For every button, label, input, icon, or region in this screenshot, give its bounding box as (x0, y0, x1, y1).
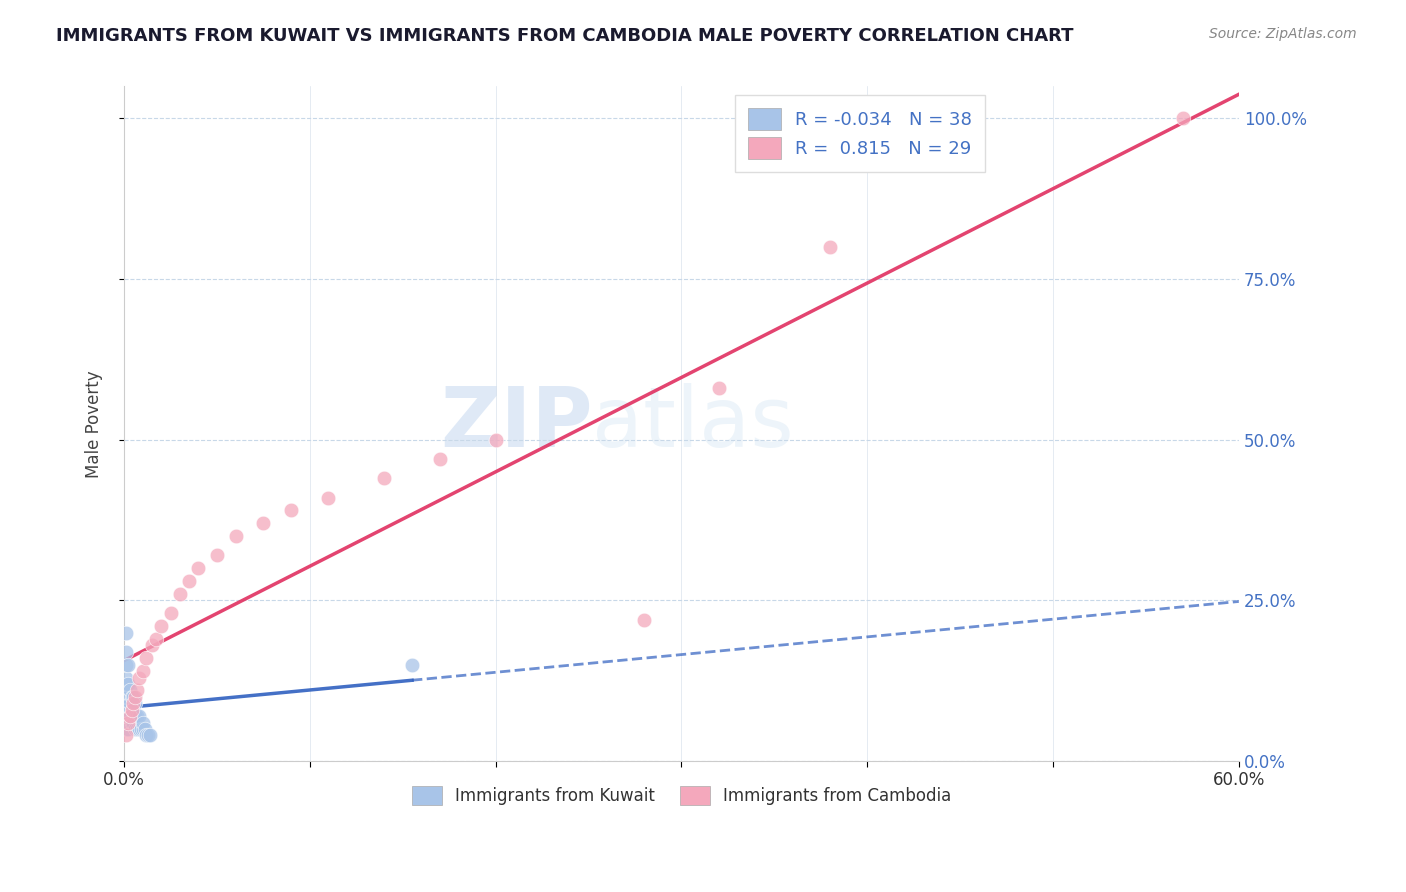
Point (115, 677, 138, 691)
Text: ZIP: ZIP (440, 384, 592, 464)
Point (128, 722, 150, 736)
Point (117, 690, 139, 704)
Point (401, 657, 423, 672)
Point (117, 677, 139, 691)
Point (318, 491, 340, 505)
Point (818, 240, 841, 254)
Point (127, 722, 149, 736)
Point (117, 657, 139, 672)
Point (122, 690, 145, 704)
Point (159, 607, 181, 621)
Point (134, 722, 156, 736)
Text: atlas: atlas (592, 384, 794, 464)
Point (118, 709, 141, 723)
Point (124, 709, 146, 723)
Point (121, 690, 143, 704)
Legend: Immigrants from Kuwait, Immigrants from Cambodia: Immigrants from Kuwait, Immigrants from … (404, 778, 960, 814)
Point (115, 690, 138, 704)
Point (118, 709, 141, 723)
Point (179, 574, 201, 589)
Point (141, 639, 163, 653)
Point (121, 715, 143, 730)
Point (139, 728, 162, 742)
Point (135, 651, 157, 665)
Point (633, 613, 655, 627)
Point (115, 709, 138, 723)
Point (145, 632, 167, 646)
Point (115, 671, 138, 685)
Point (121, 703, 143, 717)
Point (115, 657, 138, 672)
Point (150, 619, 173, 633)
Point (122, 703, 145, 717)
Point (1171, 112, 1194, 126)
Point (187, 561, 209, 575)
Point (124, 696, 146, 710)
Point (135, 728, 157, 742)
Point (117, 703, 139, 717)
Point (205, 549, 228, 563)
Point (118, 683, 141, 698)
Point (118, 696, 141, 710)
Y-axis label: Male Poverty: Male Poverty (86, 370, 103, 477)
Point (121, 703, 143, 717)
Point (132, 722, 155, 736)
Point (127, 709, 149, 723)
Text: Source: ZipAtlas.com: Source: ZipAtlas.com (1209, 27, 1357, 41)
Point (169, 587, 191, 601)
Point (115, 722, 138, 736)
Text: IMMIGRANTS FROM KUWAIT VS IMMIGRANTS FROM CAMBODIA MALE POVERTY CORRELATION CHAR: IMMIGRANTS FROM KUWAIT VS IMMIGRANTS FRO… (56, 27, 1074, 45)
Point (136, 728, 159, 742)
Point (124, 690, 146, 704)
Point (373, 471, 395, 485)
Point (115, 625, 138, 640)
Point (117, 722, 139, 736)
Point (225, 529, 247, 543)
Point (122, 715, 145, 730)
Point (429, 452, 451, 467)
Point (707, 381, 730, 395)
Point (127, 683, 149, 698)
Point (124, 722, 146, 736)
Point (115, 703, 138, 717)
Point (128, 709, 150, 723)
Point (129, 722, 152, 736)
Point (132, 664, 155, 678)
Point (280, 503, 302, 517)
Point (115, 728, 138, 742)
Point (128, 671, 150, 685)
Point (122, 696, 145, 710)
Point (252, 516, 274, 531)
Point (132, 715, 155, 730)
Point (115, 645, 138, 659)
Point (117, 715, 139, 730)
Point (485, 433, 508, 447)
